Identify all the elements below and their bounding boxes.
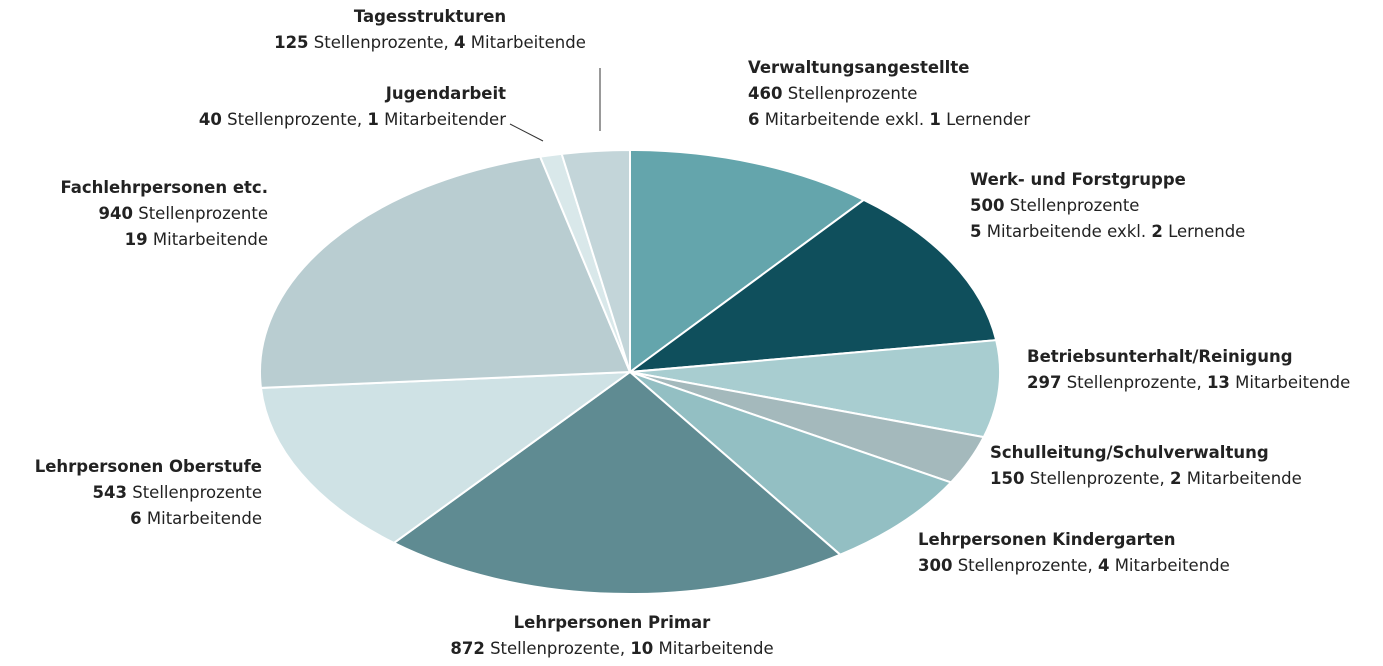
- count: 5: [970, 222, 981, 241]
- slice-label-title: Tagesstrukturen: [354, 7, 506, 26]
- slice-label-line: 300 Stellenprozente, 4 Mitarbeitende: [918, 556, 1230, 575]
- slice-label-title: Lehrpersonen Kindergarten: [918, 530, 1176, 549]
- label-text: Mitarbeitende: [1235, 373, 1350, 392]
- count: 4: [1098, 556, 1109, 575]
- pie-slice: [629, 371, 953, 556]
- pie-slice: [629, 148, 866, 374]
- slice-label-line: 6 Mitarbeitende: [130, 509, 262, 528]
- label-text: Lernender: [946, 110, 1030, 129]
- label-text: Mitarbeitende: [1115, 556, 1230, 575]
- slice-label-title: Lehrpersonen Primar: [514, 613, 712, 632]
- slice-label-line: 125 Stellenprozente, 4 Mitarbeitende: [274, 33, 586, 52]
- label-text: Stellenprozente: [1010, 196, 1140, 215]
- slice-value: 40: [199, 110, 222, 129]
- slice-value: 940: [99, 204, 133, 223]
- pie-slice: [629, 339, 1001, 439]
- count: 1: [929, 110, 940, 129]
- slice-label-line: 940 Stellenprozente: [99, 204, 268, 223]
- label-text: Stellenprozente,: [1067, 373, 1202, 392]
- slice-label-title: Schulleitung/Schulverwaltung: [990, 443, 1269, 462]
- slice-value: 300: [918, 556, 952, 575]
- label-text: Stellenprozente,: [227, 110, 362, 129]
- label-text: Stellenprozente: [788, 84, 918, 103]
- label-text: Mitarbeitende exkl.: [765, 110, 924, 129]
- slice-label-title: Betriebsunterhalt/Reinigung: [1027, 347, 1293, 366]
- slice-value: 297: [1027, 373, 1061, 392]
- slice-label-line: 5 Mitarbeitende exkl. 2 Lernende: [970, 222, 1245, 241]
- label-text: Stellenprozente: [132, 483, 262, 502]
- slice-value: 543: [93, 483, 127, 502]
- count: 19: [125, 230, 148, 249]
- pie-slice: [560, 148, 631, 373]
- pie-slice: [626, 198, 998, 374]
- label-text: Stellenprozente,: [314, 33, 449, 52]
- label-text: Mitarbeitende: [1187, 469, 1302, 488]
- pie-slice: [392, 370, 843, 595]
- label-text: Mitarbeitende: [659, 639, 774, 658]
- slice-label-line: 500 Stellenprozente: [970, 196, 1139, 215]
- slice-label-line: 543 Stellenprozente: [93, 483, 262, 502]
- label-text: Mitarbeitende: [153, 230, 268, 249]
- label-text: Mitarbeitende: [471, 33, 586, 52]
- slice-label-line: 40 Stellenprozente, 1 Mitarbeitender: [199, 110, 506, 129]
- label-text: Stellenprozente: [138, 204, 268, 223]
- pie-slice: [259, 155, 632, 389]
- count: 1: [367, 110, 378, 129]
- count: 10: [630, 639, 653, 658]
- slice-label-title: Lehrpersonen Oberstufe: [35, 457, 262, 476]
- slice-label-line: 872 Stellenprozente, 10 Mitarbeitende: [450, 639, 773, 658]
- count: 4: [454, 33, 465, 52]
- slice-label-line: 150 Stellenprozente, 2 Mitarbeitende: [990, 469, 1302, 488]
- slice-label-line: 19 Mitarbeitende: [125, 230, 268, 249]
- slice-label-line: 6 Mitarbeitende exkl. 1 Lernender: [748, 110, 1030, 129]
- label-text: Mitarbeitende exkl.: [987, 222, 1146, 241]
- label-text: Stellenprozente,: [1030, 469, 1165, 488]
- leader-line: [509, 123, 544, 142]
- slice-value: 872: [450, 639, 484, 658]
- pie-slice: [259, 370, 634, 545]
- slice-label-title: Fachlehrpersonen etc.: [60, 178, 268, 197]
- label-text: Mitarbeitender: [384, 110, 506, 129]
- slice-label-title: Werk- und Forstgruppe: [970, 170, 1186, 189]
- count: 2: [1170, 469, 1181, 488]
- label-text: Stellenprozente,: [490, 639, 625, 658]
- slice-label-title: Jugendarbeit: [385, 84, 506, 103]
- count: 13: [1207, 373, 1230, 392]
- slice-value: 125: [274, 33, 308, 52]
- slice-label-title: Verwaltungsangestellte: [748, 58, 969, 77]
- slice-label-line: 297 Stellenprozente, 13 Mitarbeitende: [1027, 373, 1350, 392]
- pie: [259, 148, 1001, 595]
- slice-value: 500: [970, 196, 1004, 215]
- slice-value: 460: [748, 84, 782, 103]
- count: 6: [748, 110, 759, 129]
- label-text: Mitarbeitende: [147, 509, 262, 528]
- count: 6: [130, 509, 141, 528]
- count: 2: [1151, 222, 1162, 241]
- label-text: Stellenprozente,: [958, 556, 1093, 575]
- label-text: Lernende: [1168, 222, 1245, 241]
- slice-value: 150: [990, 469, 1024, 488]
- labels: Verwaltungsangestellte 460 Stellenprozent…: [35, 7, 1351, 658]
- slice-label-line: 460 Stellenprozente: [748, 84, 917, 103]
